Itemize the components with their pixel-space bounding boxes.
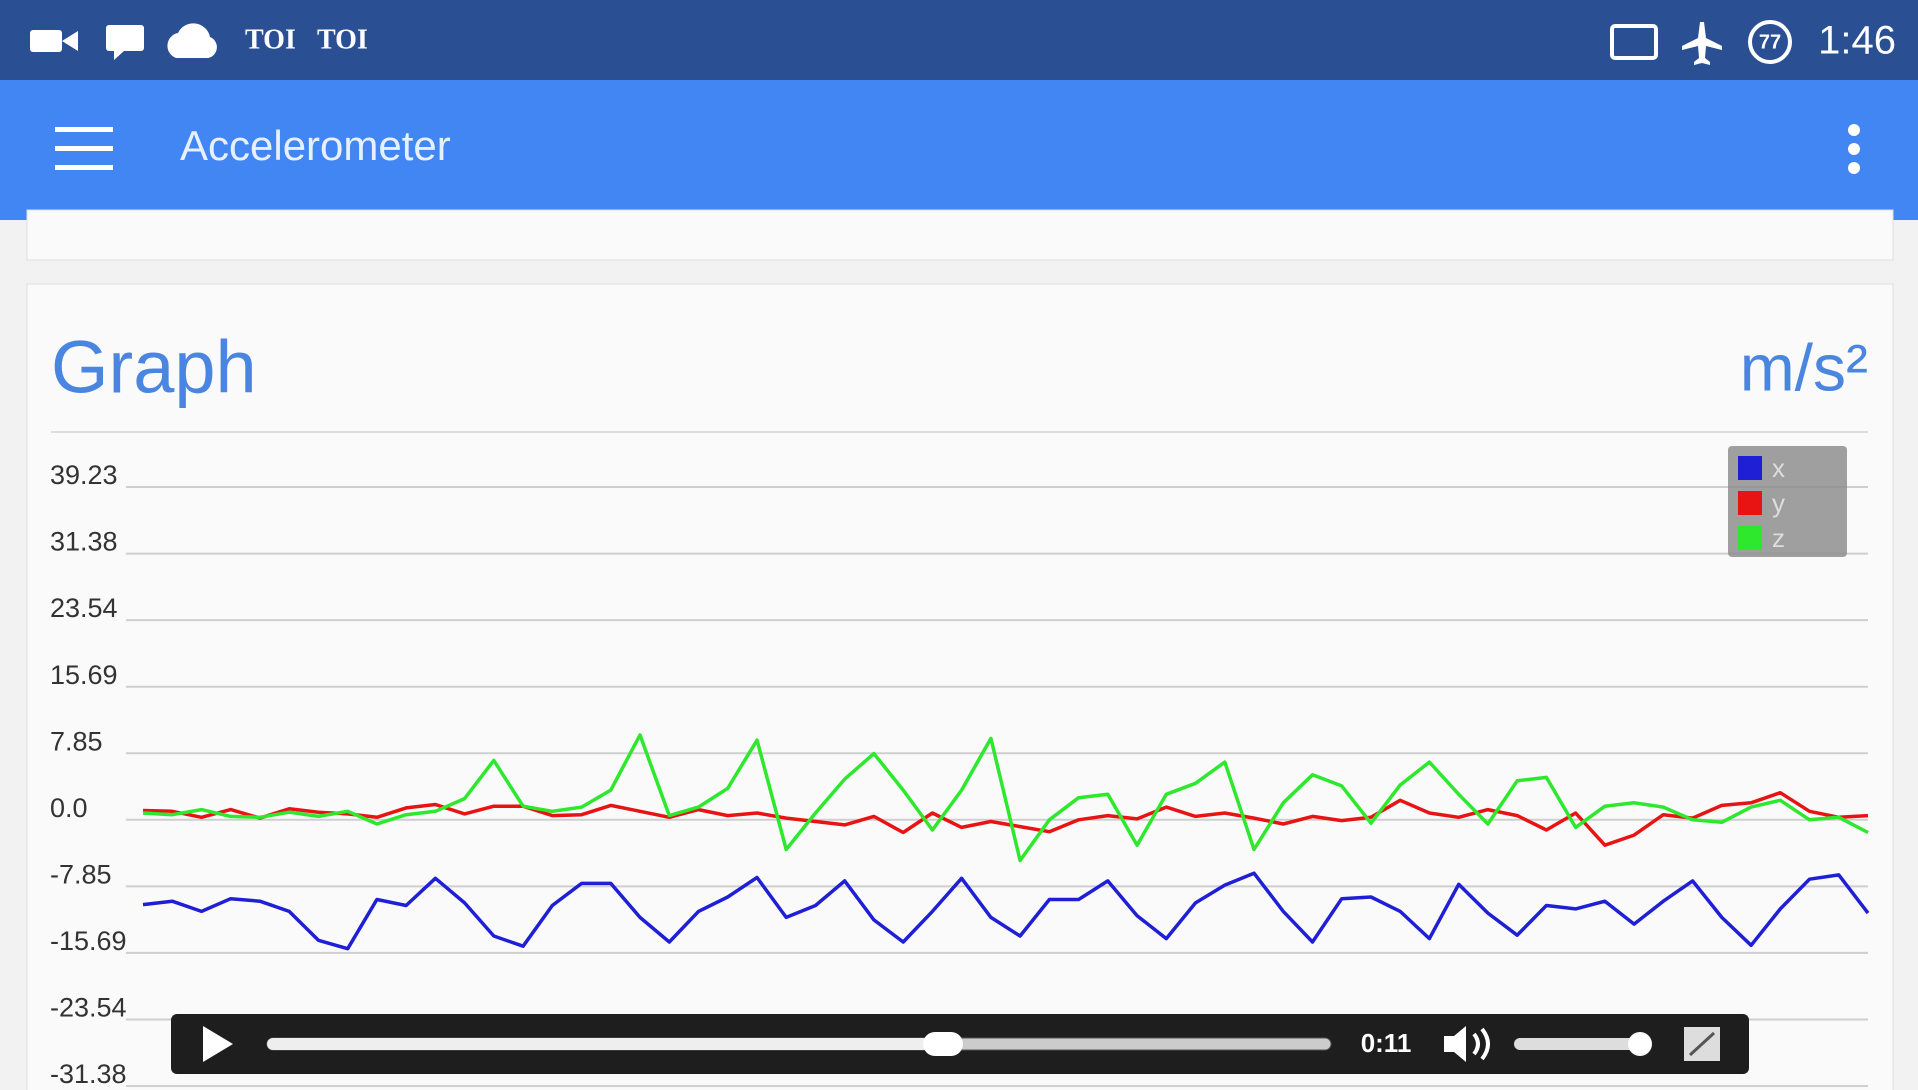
app-title: Accelerometer (180, 122, 451, 169)
legend-label: z (1772, 523, 1785, 553)
progress-knob[interactable] (923, 1032, 963, 1056)
unit-label: m/s² (1740, 330, 1868, 404)
time-label: 0:11 (1361, 1028, 1412, 1058)
volume-knob[interactable] (1628, 1032, 1652, 1056)
graph-title: Graph (51, 326, 257, 409)
notification-text: TOI (317, 24, 368, 55)
info-card (26, 209, 1894, 261)
camera-icon (62, 31, 78, 51)
badge-icon (1748, 20, 1792, 64)
app-bar (0, 80, 1918, 220)
y-tick-label: 0.0 (50, 793, 88, 823)
progress-fill (267, 1038, 943, 1050)
message-icon (114, 51, 124, 60)
cloud-icon (167, 23, 217, 58)
notification-text: TOI (245, 24, 296, 55)
dot (1848, 162, 1860, 174)
menu-line (55, 165, 113, 170)
dot (1848, 143, 1860, 155)
badge-text: 77 (1759, 31, 1781, 53)
y-tick-label: 31.38 (50, 527, 118, 557)
y-tick-label: 39.23 (50, 460, 118, 490)
video-player: 0:11 (171, 1014, 1749, 1074)
y-tick-label: -31.38 (50, 1059, 127, 1089)
message-icon (106, 25, 144, 51)
legend-label: x (1772, 453, 1785, 483)
menu-button[interactable] (55, 127, 113, 170)
status-bar (0, 0, 1918, 80)
legend-label: y (1772, 488, 1785, 518)
y-tick-label: 7.85 (50, 726, 103, 756)
volume-button[interactable] (1444, 1026, 1466, 1062)
camera-icon (30, 30, 62, 52)
legend-swatch (1738, 491, 1762, 515)
clock: 1:46 (1818, 19, 1896, 63)
menu-line (55, 127, 113, 132)
series-line (142, 871, 1870, 951)
y-tick-label: -23.54 (50, 993, 127, 1023)
airplane-icon (1682, 22, 1722, 65)
menu-line (55, 146, 113, 151)
dot (1848, 124, 1860, 136)
plot: 39.23 31.38 23.54 15.69 7.85 0.0 -7.85 -15.69 -2… (50, 446, 1870, 1089)
legend-swatch (1738, 526, 1762, 550)
fullscreen-icon (1688, 1031, 1716, 1057)
volume-waves (1472, 1027, 1490, 1061)
y-tick-label: 15.69 (50, 660, 118, 690)
volume-track[interactable] (1514, 1038, 1640, 1050)
y-tick-label: -7.85 (50, 860, 112, 890)
overflow-menu[interactable] (1848, 124, 1860, 174)
legend-swatch (1738, 456, 1762, 480)
play-button[interactable] (203, 1026, 233, 1062)
y-tick-label: -15.69 (50, 926, 127, 956)
series-line (142, 790, 1869, 847)
series-line (142, 733, 1869, 863)
cast-icon (1610, 24, 1658, 60)
y-tick-label: 23.54 (50, 593, 118, 623)
